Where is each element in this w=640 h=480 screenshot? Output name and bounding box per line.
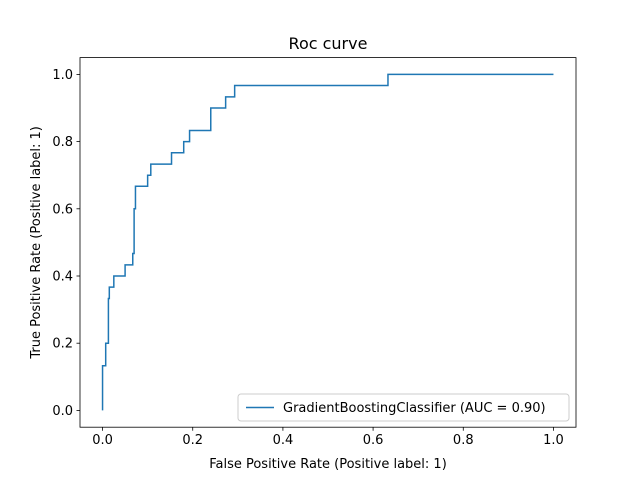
legend: GradientBoostingClassifier (AUC = 0.90) bbox=[237, 393, 570, 422]
x-axis-label: False Positive Rate (Positive label: 1) bbox=[209, 457, 447, 472]
x-tick-label: 0.8 bbox=[453, 433, 474, 448]
roc-curve-line-0 bbox=[101, 73, 554, 411]
x-tick-label: 0.4 bbox=[273, 433, 294, 448]
x-tick-label: 0.0 bbox=[92, 433, 113, 448]
axes-frame bbox=[79, 57, 577, 428]
axis-ticks: 0.0 0.2 0.4 0.6 0.8 1.0 0.0 0.2 0.4 0.6 0.8 1.0 bbox=[52, 68, 563, 448]
y-tick-label: 0.0 bbox=[52, 404, 73, 419]
x-tick-label: 0.2 bbox=[182, 433, 203, 448]
legend-label: GradientBoostingClassifier (AUC = 0.90) bbox=[283, 401, 546, 416]
plot-area bbox=[101, 73, 554, 411]
y-tick-label: 0.8 bbox=[52, 135, 73, 150]
legend-box bbox=[237, 393, 570, 422]
chart-title: Roc curve bbox=[289, 34, 368, 53]
x-tick-label: 0.6 bbox=[363, 433, 384, 448]
x-tick-label: 1.0 bbox=[543, 433, 564, 448]
y-tick-label: 0.6 bbox=[52, 202, 73, 217]
y-tick-label: 0.4 bbox=[52, 270, 73, 285]
y-tick-label: 1.0 bbox=[52, 68, 73, 83]
y-axis-label: True Positive Rate (Positive label: 1) bbox=[29, 126, 44, 360]
y-tick-label: 0.2 bbox=[52, 337, 73, 352]
